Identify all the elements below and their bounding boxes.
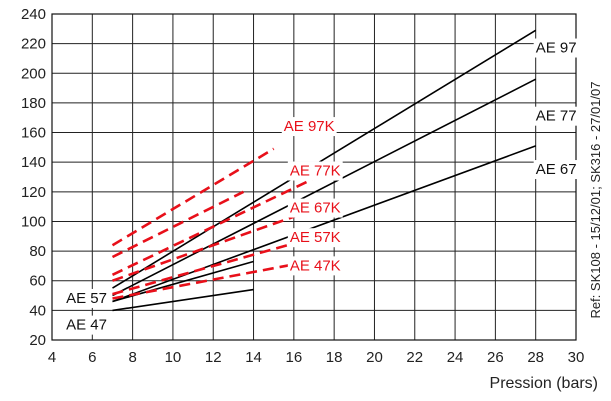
series-line (112, 236, 315, 296)
y-tick-label: 80 (29, 243, 46, 260)
series-lines (111, 29, 537, 312)
x-tick-label: 8 (128, 349, 136, 366)
series-line (112, 263, 295, 300)
y-tick-label: 240 (21, 6, 46, 23)
y-tick-label: 200 (21, 65, 46, 82)
x-tick-label: 18 (326, 349, 343, 366)
x-tick-label: 10 (165, 349, 182, 366)
series-line (112, 208, 315, 282)
series-label-background (533, 38, 579, 58)
series-label: AE 97K (284, 118, 335, 135)
series-label: AE 77K (290, 163, 341, 180)
x-tick-label: 16 (286, 349, 303, 366)
x-axis-label: Pression (bars) (490, 375, 598, 392)
y-tick-label: 40 (29, 302, 46, 319)
x-tick-label: 14 (245, 349, 262, 366)
series-line (112, 78, 537, 297)
series-label: AE 67 (536, 161, 577, 178)
y-tick-label: 140 (21, 154, 46, 171)
series-label-background (281, 117, 337, 137)
y-tick-label: 60 (29, 273, 46, 290)
series-label-background (287, 228, 343, 248)
x-tick-label: 30 (568, 349, 585, 366)
series-line (111, 177, 315, 276)
series-line (112, 288, 254, 312)
series-annotations: AE 97 AE 77 AE 67 AE 57 AE 47 AE 97K AE 77K AE … (64, 38, 579, 335)
series-line (111, 190, 245, 259)
series-label: AE 77 (536, 108, 577, 125)
x-tick-label: 4 (48, 349, 56, 366)
series-label-background (533, 160, 579, 180)
series-label-background (64, 315, 109, 335)
series-label: AE 57K (290, 229, 341, 246)
y-tick-label: 160 (21, 125, 46, 142)
series-label: AE 47K (290, 257, 341, 274)
series-label-background (533, 106, 579, 126)
y-tick-label: 120 (21, 184, 46, 201)
series-label: AE 67K (290, 200, 341, 217)
y-tick-label: 180 (21, 95, 46, 112)
reference-note: Ref: SK108 - 15/12/01; SK316 - 27/01/07 (588, 81, 603, 318)
x-tick-label: 6 (88, 349, 96, 366)
series-label-background (287, 161, 343, 181)
x-tick-label: 22 (406, 349, 423, 366)
y-tick-label: 20 (29, 332, 46, 349)
series-line (111, 147, 275, 247)
series-line (112, 29, 537, 289)
x-tick-labels: 4 6 8 10 12 14 16 18 20 22 24 26 28 30 (48, 349, 585, 366)
series-label: AE 57 (66, 290, 107, 307)
series-label-background (64, 288, 109, 308)
series-label-background (287, 256, 343, 276)
series-label-background (287, 198, 343, 218)
x-tick-label: 12 (205, 349, 222, 366)
y-tick-label: 220 (21, 36, 46, 53)
x-tick-label: 28 (527, 349, 544, 366)
x-tick-label: 24 (447, 349, 464, 366)
y-tick-label: 100 (21, 213, 46, 230)
series-label: AE 97 (536, 40, 577, 57)
x-tick-label: 26 (487, 349, 504, 366)
x-tick-label: 20 (366, 349, 383, 366)
y-tick-labels: 20 40 60 80 100 120 140 160 180 200 220 240 (21, 6, 46, 349)
series-label: AE 47 (66, 317, 107, 334)
